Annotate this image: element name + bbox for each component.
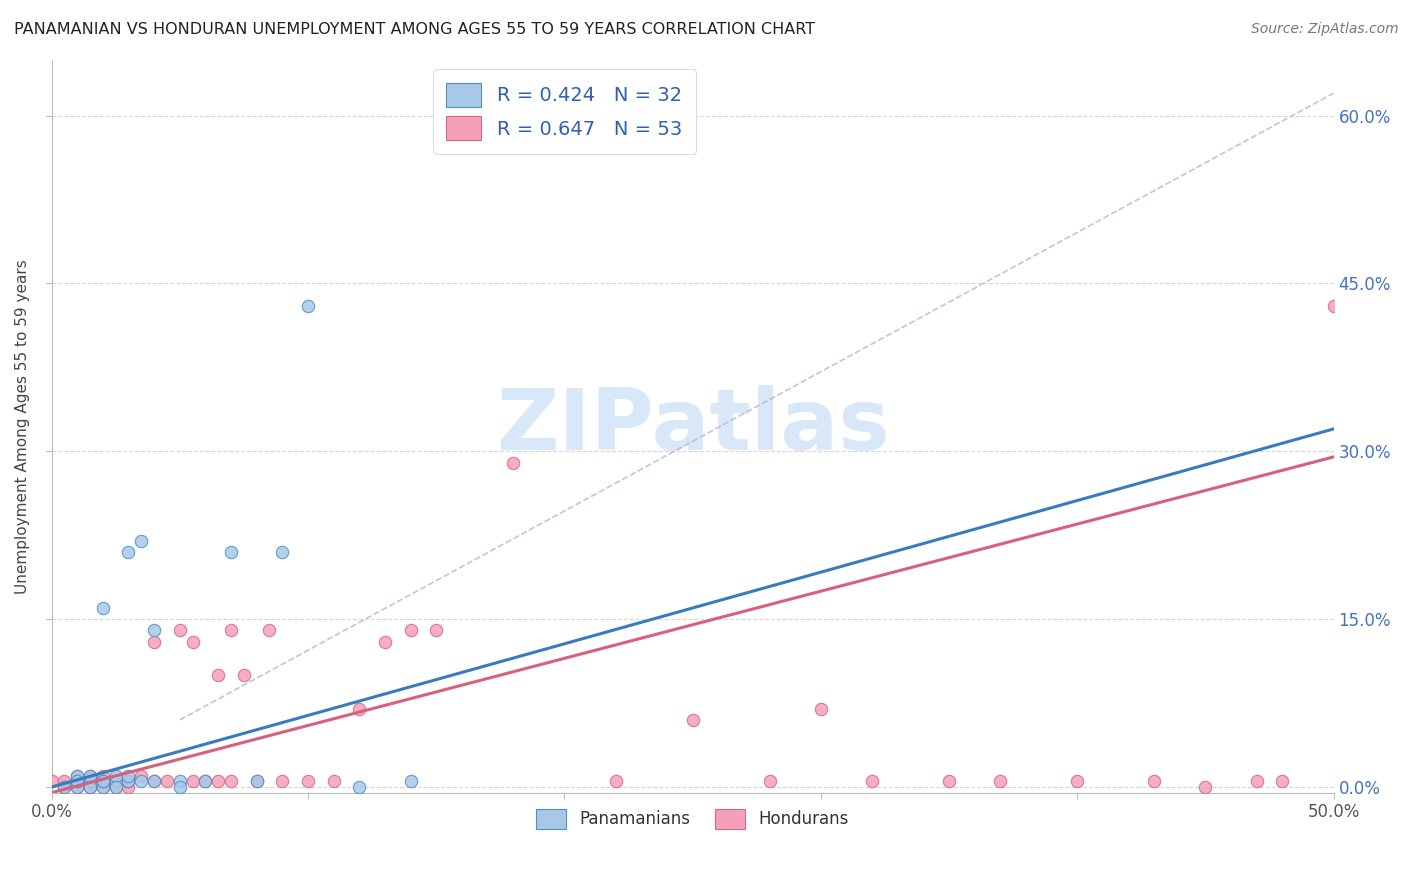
Point xyxy=(79,769,101,783)
Point xyxy=(156,774,179,789)
Point xyxy=(53,780,76,794)
Point xyxy=(232,668,254,682)
Point xyxy=(117,780,139,794)
Point xyxy=(194,774,217,789)
Point xyxy=(988,774,1011,789)
Point xyxy=(1246,774,1268,789)
Point xyxy=(104,774,127,789)
Point xyxy=(399,624,422,638)
Point xyxy=(322,774,344,789)
Point xyxy=(117,774,139,789)
Point xyxy=(66,774,89,789)
Point xyxy=(129,533,152,548)
Point xyxy=(207,668,229,682)
Point xyxy=(219,624,242,638)
Point xyxy=(758,774,780,789)
Point xyxy=(143,774,166,789)
Point xyxy=(79,780,101,794)
Point xyxy=(246,774,269,789)
Point xyxy=(117,774,139,789)
Point xyxy=(91,774,114,789)
Point xyxy=(79,769,101,783)
Point xyxy=(502,455,524,469)
Legend: Panamanians, Hondurans: Panamanians, Hondurans xyxy=(530,802,856,836)
Point xyxy=(66,774,89,789)
Point xyxy=(66,769,89,783)
Point xyxy=(91,769,114,783)
Point xyxy=(605,774,627,789)
Point xyxy=(219,545,242,559)
Point xyxy=(1143,774,1166,789)
Point xyxy=(399,774,422,789)
Point xyxy=(53,774,76,789)
Point xyxy=(374,634,396,648)
Point xyxy=(91,774,114,789)
Point xyxy=(259,624,281,638)
Text: Source: ZipAtlas.com: Source: ZipAtlas.com xyxy=(1251,22,1399,37)
Point xyxy=(143,774,166,789)
Point xyxy=(41,774,63,789)
Point xyxy=(181,774,204,789)
Point xyxy=(194,774,217,789)
Point xyxy=(104,780,127,794)
Point xyxy=(66,774,89,789)
Point xyxy=(349,702,371,716)
Point xyxy=(246,774,269,789)
Point xyxy=(682,713,704,727)
Point xyxy=(297,299,319,313)
Point xyxy=(66,780,89,794)
Point xyxy=(1271,774,1294,789)
Point xyxy=(104,780,127,794)
Point xyxy=(79,774,101,789)
Point xyxy=(143,634,166,648)
Point xyxy=(79,780,101,794)
Point xyxy=(117,769,139,783)
Text: ZIPatlas: ZIPatlas xyxy=(496,384,890,467)
Point xyxy=(66,780,89,794)
Point xyxy=(1194,780,1216,794)
Point xyxy=(810,702,832,716)
Point xyxy=(425,624,447,638)
Point xyxy=(91,774,114,789)
Point xyxy=(181,634,204,648)
Point xyxy=(349,780,371,794)
Point xyxy=(477,109,499,123)
Point xyxy=(91,601,114,615)
Point xyxy=(79,774,101,789)
Point xyxy=(1066,774,1088,789)
Point xyxy=(53,780,76,794)
Point xyxy=(66,769,89,783)
Point xyxy=(117,545,139,559)
Point xyxy=(1323,299,1346,313)
Point xyxy=(91,780,114,794)
Point xyxy=(129,769,152,783)
Point xyxy=(143,624,166,638)
Y-axis label: Unemployment Among Ages 55 to 59 years: Unemployment Among Ages 55 to 59 years xyxy=(15,259,30,593)
Point xyxy=(117,774,139,789)
Point xyxy=(169,780,191,794)
Point xyxy=(207,774,229,789)
Point xyxy=(938,774,960,789)
Point xyxy=(271,545,294,559)
Point xyxy=(104,774,127,789)
Point xyxy=(169,624,191,638)
Point xyxy=(91,780,114,794)
Point xyxy=(271,774,294,789)
Text: PANAMANIAN VS HONDURAN UNEMPLOYMENT AMONG AGES 55 TO 59 YEARS CORRELATION CHART: PANAMANIAN VS HONDURAN UNEMPLOYMENT AMON… xyxy=(14,22,815,37)
Point xyxy=(129,774,152,789)
Point xyxy=(860,774,883,789)
Point xyxy=(219,774,242,789)
Point xyxy=(104,769,127,783)
Point xyxy=(169,774,191,789)
Point xyxy=(297,774,319,789)
